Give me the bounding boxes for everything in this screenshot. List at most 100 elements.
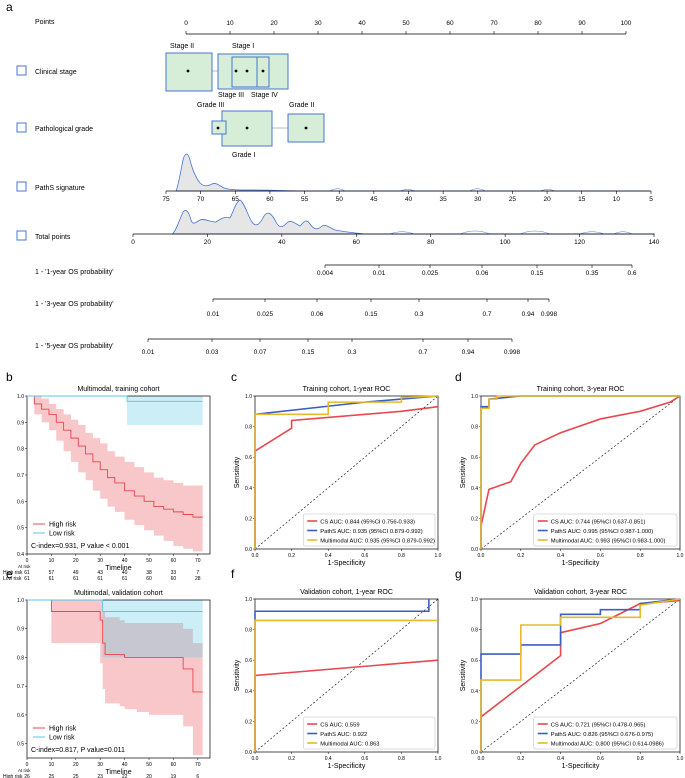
stage-i-label: Stage I	[232, 43, 254, 50]
km-validation-chart: Multimodal, validation cohort 0 10 20 30 40 50…	[3, 590, 211, 778]
os1-scale: 0.004 0.01 0.025 0.06 0.15 0.35 0.6	[317, 265, 637, 277]
series-line-multimodal	[480, 395, 680, 549]
at-risk-value: 61	[97, 576, 103, 582]
y-tick-label: 0.6	[17, 713, 24, 719]
y-tick-label: 0.0	[471, 547, 478, 553]
os1-tick-label: 0.004	[317, 270, 334, 277]
x-tick-label: 0.2	[288, 553, 295, 559]
roc-training-3y-chart: Training cohort, 3-year ROC 0.0 0.2 0.4 0.6 0…	[460, 386, 684, 567]
legend-entry: High risk	[49, 726, 77, 733]
os5-scale: 0.01 0.03 0.07 0.15 0.3 0.7 0.94 0.998	[142, 339, 521, 356]
points-tick-label: 40	[358, 20, 366, 27]
y-tick-label: 1.0	[471, 597, 478, 603]
paths-tick-label: 60	[266, 196, 274, 203]
paths-signature-checkbox[interactable]	[16, 181, 27, 192]
legend-entry: PathS AUC: 0.995 (95%CI 0.987-1.000)	[551, 529, 654, 535]
y-tick-label: 0.8	[245, 425, 252, 431]
points-tick-label: 0	[184, 20, 188, 27]
roc-training-1y-chart: Training cohort, 1-year ROC 0.0 0.2 0.4 0.6 0…	[234, 386, 442, 567]
paths-tick-label: 40	[405, 196, 413, 203]
x-tick-label: 0.2	[288, 756, 295, 762]
series-line-cs	[480, 395, 681, 549]
ci-band-high-risk	[27, 600, 203, 756]
y-tick-label: 0.9	[17, 420, 24, 426]
os1-tick-label: 0.35	[586, 270, 599, 277]
at-risk-value: 61	[24, 570, 30, 576]
total-points-checkbox[interactable]	[16, 230, 27, 241]
os5-row-label: 1 - '5-year OS probability'	[35, 343, 114, 350]
clinical-stage-checkbox[interactable]	[16, 65, 27, 76]
paths-scale: 75 70 65 60 55 50 45 40 35 30 25 20 15 10 5	[162, 191, 653, 203]
points-tick-label: 50	[402, 20, 410, 27]
points-tick-label: 10	[226, 20, 234, 27]
paths-tick-label: 70	[197, 196, 205, 203]
x-tick-label: 0.4	[557, 553, 564, 559]
y-tick-label: 0.0	[245, 547, 252, 553]
os1-tick-label: 0.6	[627, 270, 636, 277]
at-risk-value: 57	[49, 570, 55, 576]
y-axis-label: Sensitivity	[234, 659, 241, 691]
series-line-multimodal	[254, 619, 438, 752]
nomogram-panel: a Points 0 10 20 30 40 50 60 70 80 90 100 Clinical…	[6, 0, 660, 356]
stage-ii-label: Stage II	[170, 43, 194, 50]
at-risk-value: 19	[171, 774, 177, 778]
chance-diagonal	[480, 598, 681, 753]
y-tick-label: 0.8	[471, 628, 478, 634]
legend-box	[533, 513, 678, 547]
y-tick-label: 0.6	[245, 658, 252, 664]
legend-box	[302, 513, 436, 547]
legend-entry: CS AUC: 0.721 (95%CI 0.478-0.965)	[551, 722, 646, 728]
paths-tick-label: 50	[336, 196, 344, 203]
y-tick-label: 0.2	[245, 516, 252, 522]
series-line-multimodal	[254, 395, 439, 549]
paths-tick-label: 65	[232, 196, 240, 203]
legend-entry: Multimodal AUC: 0.935 (95%CI 0.879-0.992…	[320, 538, 435, 544]
x-tick-label: 60	[171, 558, 177, 564]
at-risk-value: 61	[24, 576, 30, 582]
y-tick-label: 0.8	[471, 425, 478, 431]
points-tick-label: 70	[490, 20, 498, 27]
legend-entry: CS AUC: 0.744 (95%CI 0.637-0.851)	[551, 519, 646, 525]
os3-tick-label: 0.15	[365, 311, 378, 318]
at-risk-value: 60	[171, 576, 177, 582]
series-line-multimodal	[480, 598, 681, 752]
y-tick-label: 0.0	[245, 750, 252, 756]
paths-tick-label: 30	[474, 196, 482, 203]
x-tick-label: 0.8	[398, 756, 405, 762]
at-risk-value: 28	[195, 576, 201, 582]
y-tick-label: 0.2	[245, 719, 252, 725]
os1-tick-label: 0.15	[531, 270, 544, 277]
stats-annotation: C-index=0.931, P value < 0.001	[31, 543, 129, 550]
y-tick-label: 1.0	[471, 394, 478, 400]
pathological-grade-checkbox[interactable]	[16, 122, 27, 133]
plot-frame	[26, 599, 211, 759]
legend-entry: Multimodal AUC: 0.800 (95%CI 0.614-0986)	[551, 741, 664, 747]
stage-iv-label: Stage IV	[251, 92, 278, 99]
ci-band-low-risk	[27, 396, 203, 425]
os1-tick-label: 0.025	[422, 270, 439, 277]
x-tick-label: 0.6	[597, 553, 604, 559]
stage-iii-label: Stage III	[218, 92, 244, 99]
legend-entry: PathS AUC: 0.935 (95%CI 0.879-0.992)	[320, 529, 423, 535]
panel-label-f: f	[231, 567, 235, 581]
chart-title: Multimodal, validation cohort	[74, 590, 163, 597]
y-tick-label: 0.4	[245, 486, 252, 492]
x-tick-label: 20	[73, 762, 79, 768]
series-line-low	[27, 599, 203, 612]
points-tick-label: 90	[578, 20, 586, 27]
y-tick-label: 0.8	[245, 628, 252, 634]
total-tick-label: 140	[649, 239, 660, 246]
at-risk-value: 43	[97, 570, 103, 576]
os5-tick-label: 0.7	[418, 349, 427, 356]
x-tick-label: 10	[49, 762, 55, 768]
y-tick-label: 0.2	[471, 516, 478, 522]
x-tick-label: 50	[146, 558, 152, 564]
paths-signature-row-label: PathS signature	[35, 185, 85, 192]
panel-label-c: c	[231, 370, 237, 384]
panel-label-b: b	[6, 370, 13, 384]
x-tick-label: 40	[122, 558, 128, 564]
y-tick-label: 1.0	[245, 597, 252, 603]
x-tick-label: 1.0	[677, 553, 684, 559]
grade-i-label: Grade I	[232, 152, 255, 159]
y-tick-label: 0.5	[17, 742, 24, 748]
